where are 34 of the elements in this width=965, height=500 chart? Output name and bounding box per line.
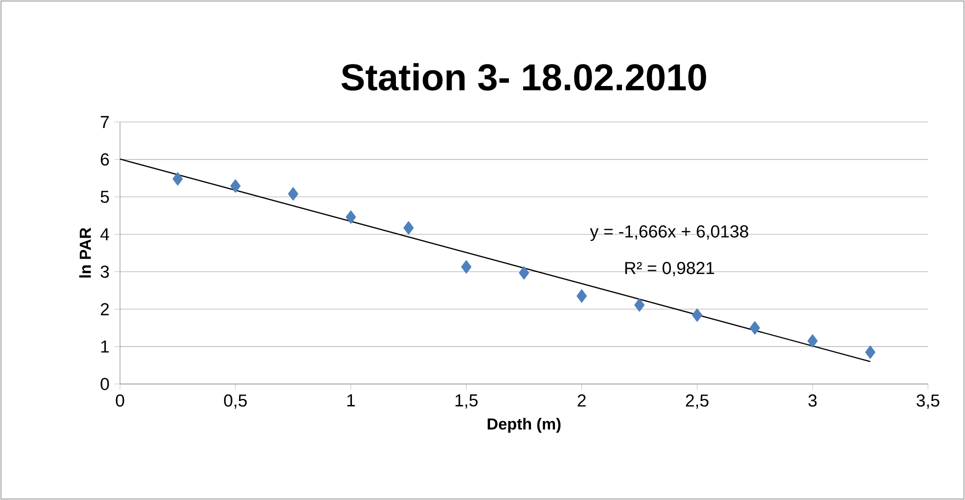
- point: [634, 298, 645, 312]
- annotation: R² = 0,9821: [625, 262, 714, 276]
- point: [807, 334, 818, 348]
- chart-title: Station 3- 18.02.2010: [341, 63, 706, 91]
- y-tick-label: 1: [101, 340, 109, 353]
- x-tick-label: 1,5: [456, 394, 478, 409]
- x-tick-label: 2: [578, 394, 586, 406]
- y-tick-label: 7: [100, 116, 109, 128]
- x-axis-title: Depth (m): [488, 418, 561, 433]
- point: [288, 187, 298, 200]
- point: [576, 289, 587, 303]
- point: [865, 346, 876, 359]
- point: [461, 260, 472, 274]
- y-tick-label: 6: [100, 153, 109, 166]
- point: [518, 266, 530, 280]
- x-tick-label: 0,5: [224, 394, 247, 409]
- y-axis-title: ln PAR: [79, 228, 91, 278]
- point: [692, 308, 702, 322]
- x-tick-label: 3: [808, 394, 817, 407]
- y-tick-label: 5: [100, 190, 109, 203]
- x-tick-label: 2,5: [686, 394, 708, 409]
- x-tick-label: 3,5: [916, 394, 940, 409]
- point: [750, 321, 760, 334]
- x-tick-label: 1: [347, 394, 355, 406]
- point: [230, 179, 241, 193]
- point: [346, 210, 356, 224]
- annotation: y = -1,666x + 6,0138: [590, 225, 748, 242]
- point: [403, 221, 414, 235]
- point: [172, 172, 183, 186]
- y-tick-label: 3: [100, 266, 109, 278]
- y-tick-label: 4: [100, 228, 110, 240]
- x-tick-label: 0: [116, 394, 124, 407]
- y-tick-label: 0: [100, 378, 109, 390]
- y-tick-label: 2: [100, 303, 109, 316]
